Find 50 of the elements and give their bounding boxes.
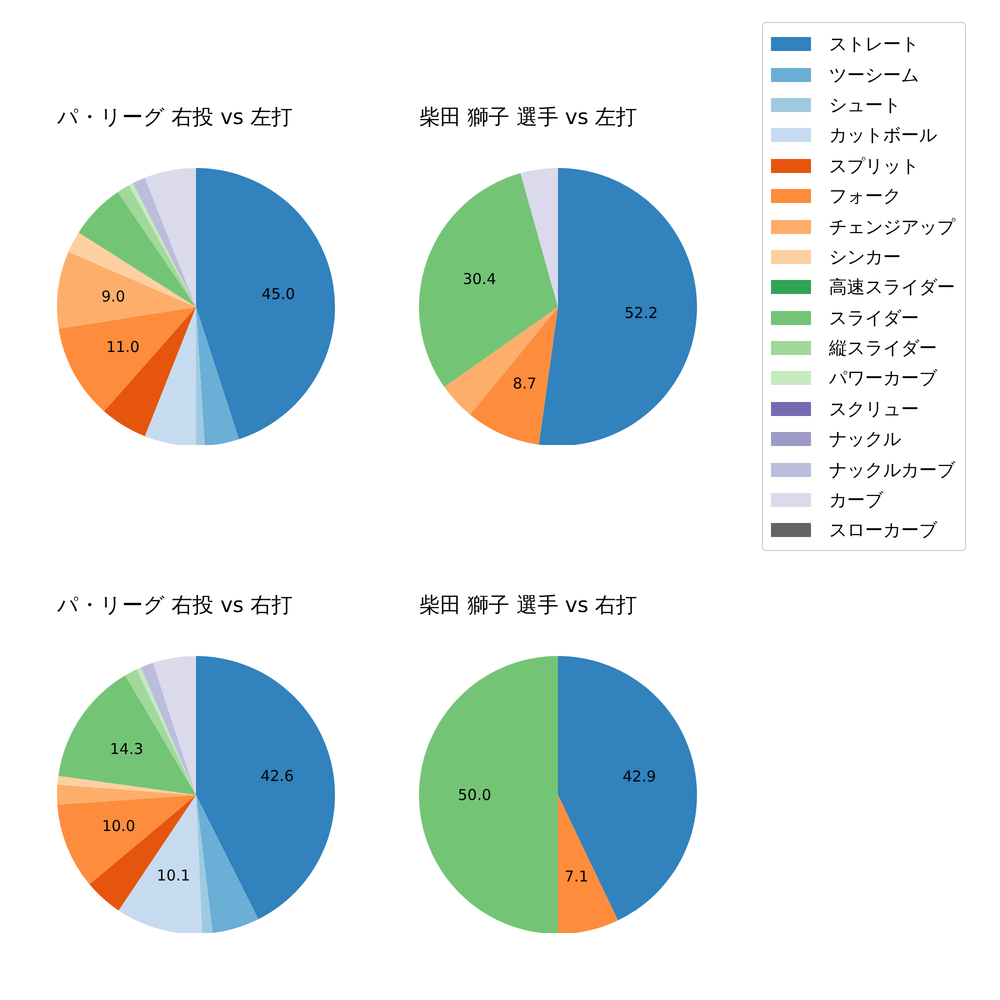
legend-label: スライダー [829,306,919,330]
pie-slice [58,675,196,795]
pie-slice [153,656,196,795]
pie-slice [196,795,258,933]
legend-label: スクリュー [829,398,919,421]
legend-label: ツーシーム [829,64,919,87]
pie-slice [419,173,558,387]
pie-slice [520,168,558,307]
data-label: 7.1 [564,867,588,886]
pie-slice [470,307,558,445]
data-label: 50.0 [458,786,492,804]
legend-label: シュート [829,94,901,117]
legend-label: ストレート [829,33,919,56]
pie-slice [57,795,196,884]
data-label: 11.0 [106,338,140,356]
legend-label: ナックル [829,428,901,452]
chart-title: 柴田 獅子 選手 vs 右打 [419,592,638,619]
legend-label: 縦スライダー [829,337,937,360]
pie-slice [196,656,335,920]
data-label: 9.0 [101,288,126,306]
legend-label: カーブ [829,489,883,512]
pie-slice [57,776,196,795]
legend-label: シンカー [829,246,901,269]
data-label: 52.2 [624,304,658,322]
legend-label: チェンジアップ [829,216,955,239]
pie-slice [558,656,697,920]
pie-slice [196,795,213,933]
chart-title: 柴田 獅子 選手 vs 左打 [419,104,638,131]
pie-slice [444,307,558,415]
legend-label: フォーク [829,185,901,208]
legend-label: スローカーブ [829,519,937,542]
data-label: 45.0 [262,284,296,303]
data-label: 10.1 [156,866,190,884]
pie-slice [419,656,558,933]
data-label: 42.9 [622,768,656,786]
legend-label: スプリット [829,154,919,178]
data-label: 8.7 [512,374,537,392]
data-label: 42.6 [260,766,294,785]
data-label: 10.0 [102,817,136,836]
pie-slice [538,168,697,445]
pie-slice [558,795,618,933]
data-label: 14.3 [110,740,144,758]
pie-slice [89,795,196,910]
legend-label: 高速スライダー [829,276,955,300]
chart-title: パ・リーグ 右投 vs 右打 [57,592,294,619]
legend-label: ナックルカーブ [829,458,955,482]
data-label: 30.4 [462,270,496,288]
text: パ・リーグ 右投 vs 左打 [57,104,294,131]
legend-label: カットボール [829,124,937,148]
legend-label: パワーカーブ [829,367,937,390]
